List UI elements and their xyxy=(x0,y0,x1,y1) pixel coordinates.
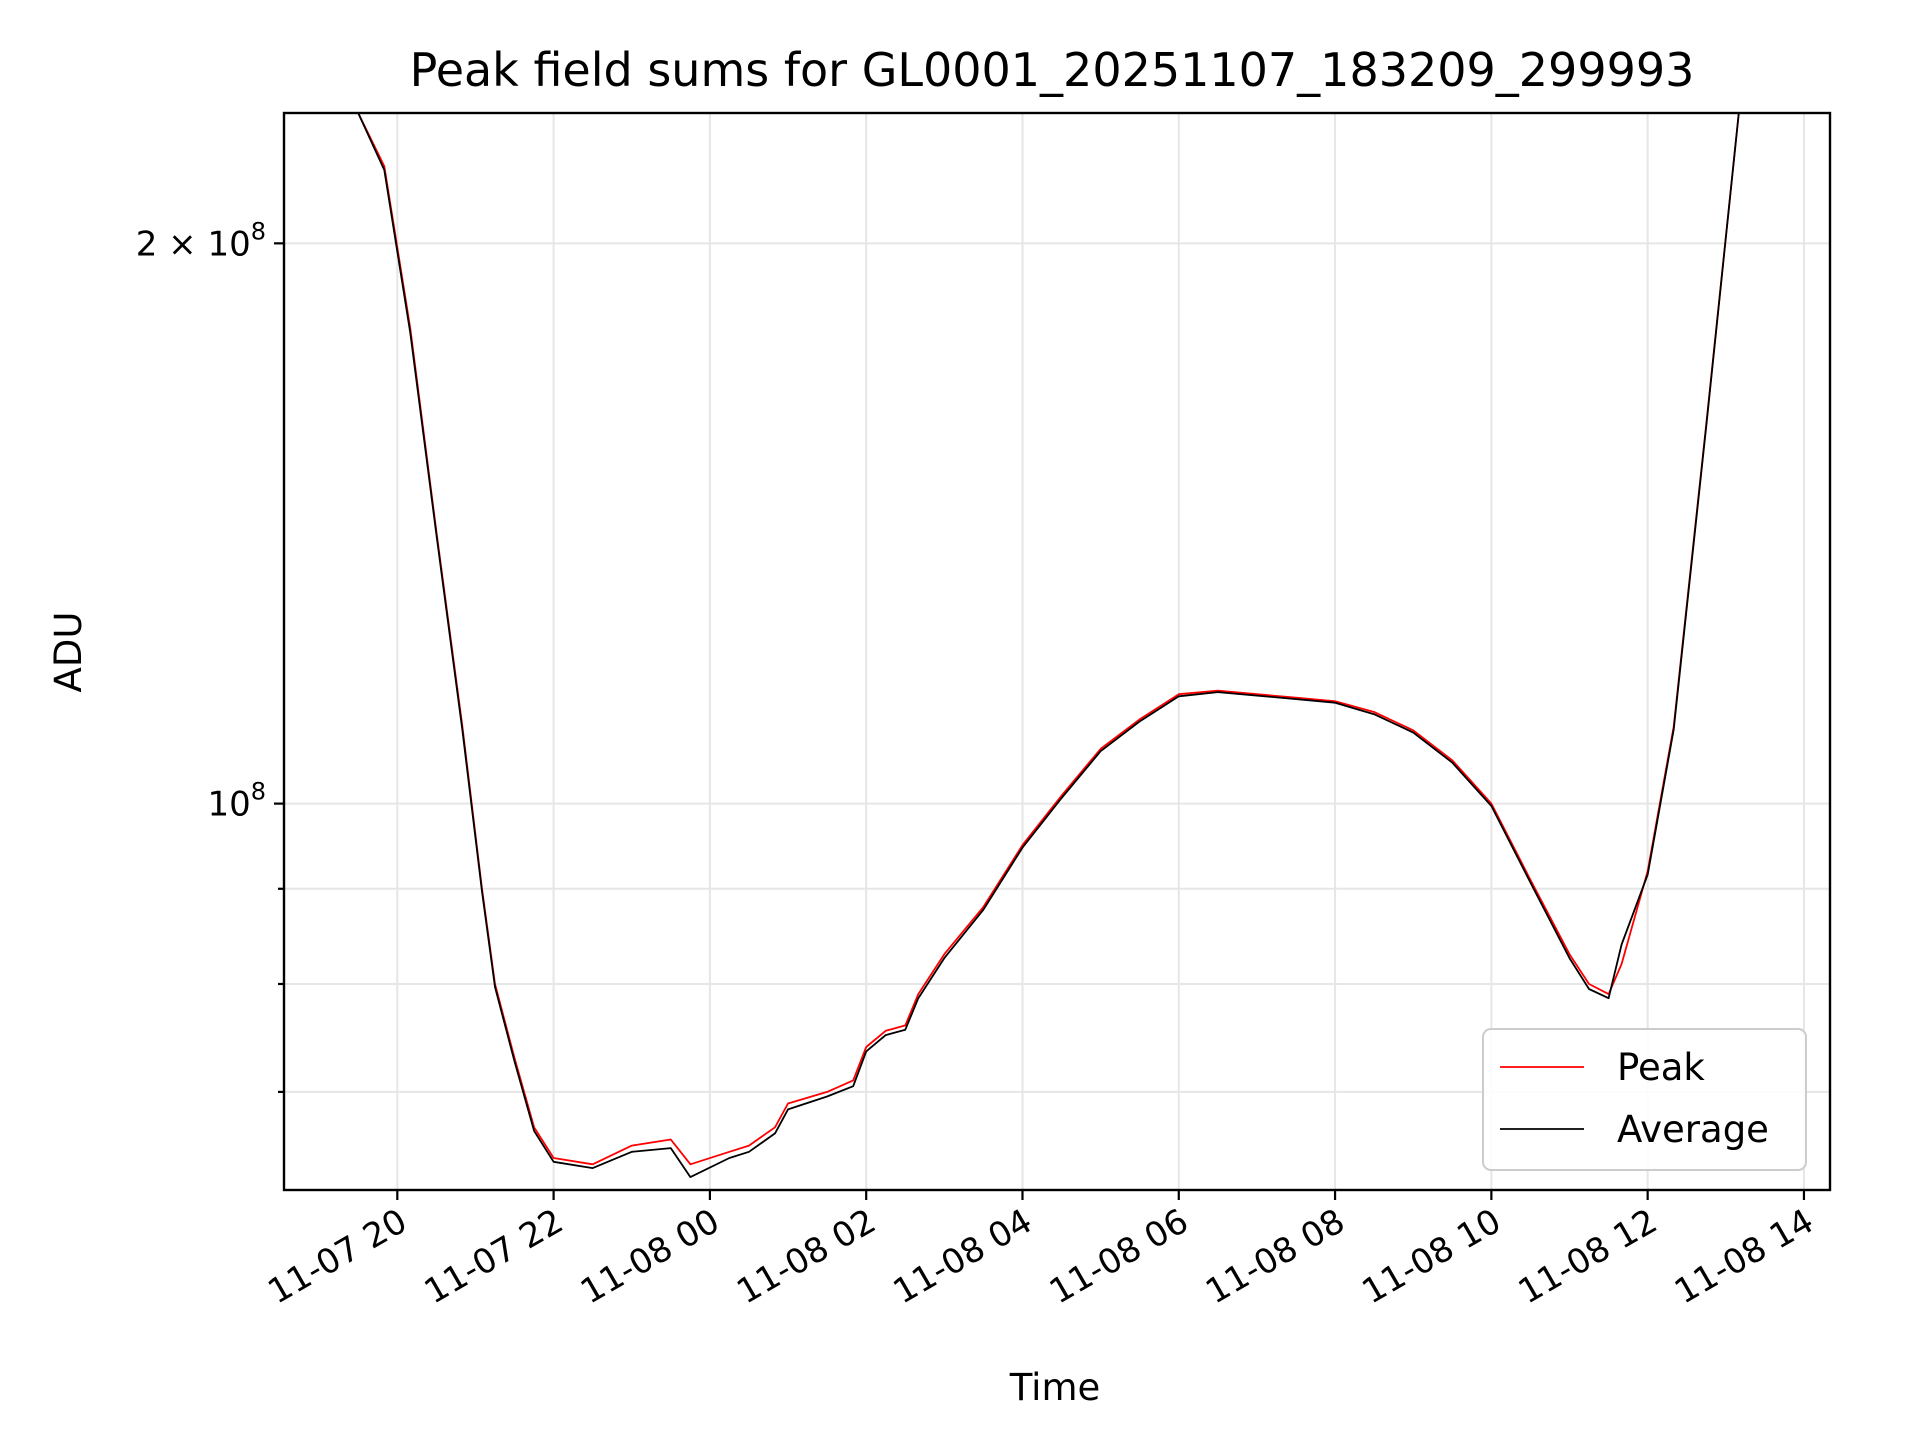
series-layer xyxy=(284,113,1830,1178)
legend-label-peak: Peak xyxy=(1617,1046,1705,1089)
y-axis-label: ADU xyxy=(47,612,90,693)
y-tick-label: 2 × 108 xyxy=(136,217,266,264)
plot-area xyxy=(284,113,1830,1178)
series-line-average xyxy=(284,113,1830,1178)
series-line-peak xyxy=(284,113,1830,1166)
chart-title: Peak field sums for GL0001_20251107_1832… xyxy=(410,43,1695,97)
legend-label-average: Average xyxy=(1617,1108,1769,1151)
legend-box xyxy=(1482,1028,1807,1171)
plot-frame xyxy=(282,111,1832,1192)
y-axis-ticks: 108 2 × 108 xyxy=(136,217,284,1094)
y-tick-label: 108 xyxy=(207,778,266,825)
legend: Peak Average xyxy=(1482,1028,1807,1171)
x-axis-label: Time xyxy=(1009,1366,1101,1409)
